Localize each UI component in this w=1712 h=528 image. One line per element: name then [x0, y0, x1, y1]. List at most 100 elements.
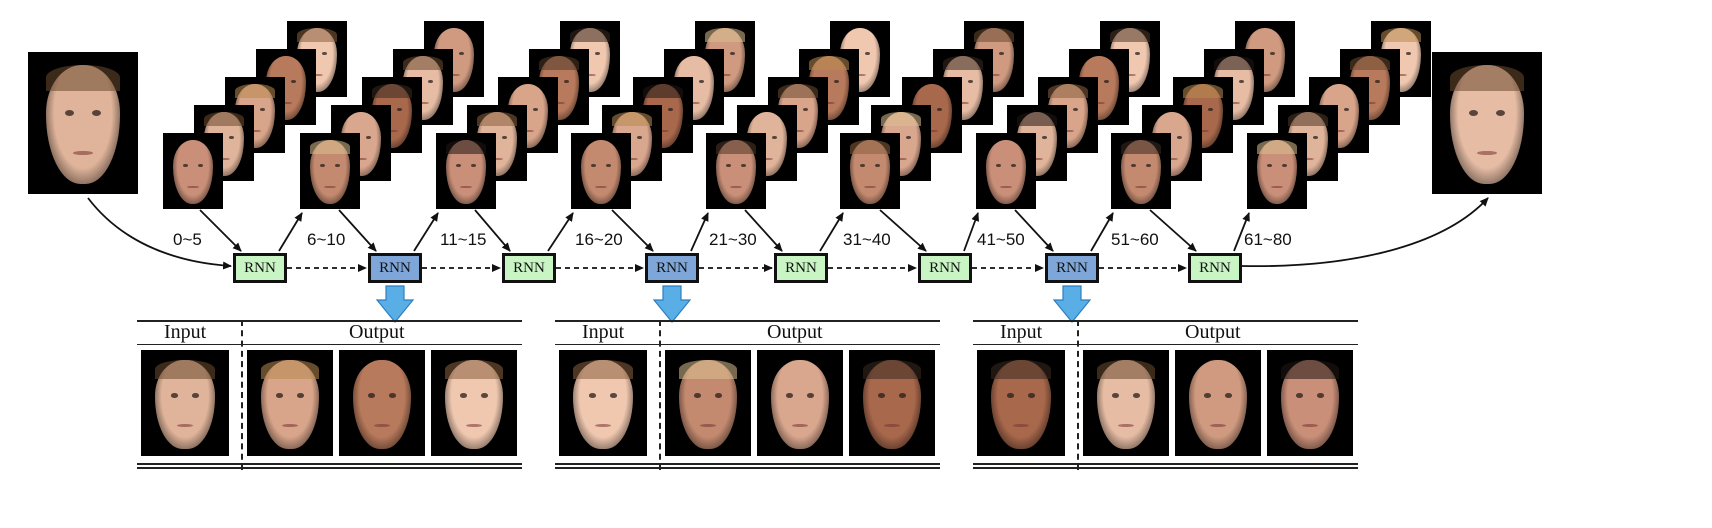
panel-top-rule — [137, 320, 522, 322]
rnn-cell: RNN — [645, 253, 699, 283]
panel-output-face-image — [849, 350, 935, 456]
face-image — [1188, 359, 1248, 449]
rnn-cell: RNN — [918, 253, 972, 283]
stack-to-rnn-arrow — [879, 209, 927, 252]
stack-to-rnn-arrow — [744, 209, 783, 252]
rnn-to-stack-arrow — [278, 212, 303, 252]
face-image — [985, 139, 1027, 204]
panel-output-face-image — [247, 350, 333, 456]
face-image — [1256, 139, 1298, 204]
rnn-cell: RNN — [368, 253, 422, 283]
output-column-header: Output — [767, 321, 823, 343]
face-image — [580, 139, 622, 204]
output-column-header: Output — [1185, 321, 1241, 343]
rnn-cell: RNN — [1045, 253, 1099, 283]
age-group-label: 51~60 — [1111, 230, 1159, 249]
panel-header-rule — [137, 344, 522, 345]
age-group-face-image — [300, 133, 360, 209]
age-group-label: 11~15 — [440, 230, 487, 249]
panel-bottom-rule — [137, 463, 522, 465]
panel-output-face-image — [757, 350, 843, 456]
rnn-cell: RNN — [1188, 253, 1242, 283]
panel-output-face-image — [1083, 350, 1169, 456]
face-image — [444, 359, 504, 449]
panel-header-rule — [973, 344, 1358, 345]
output-column-header: Output — [349, 321, 405, 343]
result-panel: Input Output — [137, 320, 522, 480]
stack-to-rnn-arrow — [338, 209, 377, 252]
face-image — [260, 359, 320, 449]
face-image — [352, 359, 412, 449]
highlight-arrow-icon — [375, 285, 415, 323]
input-arrow — [87, 197, 232, 270]
face-image — [1120, 139, 1162, 204]
panel-input-face-image — [977, 350, 1065, 456]
face-image — [1280, 359, 1340, 449]
panel-output-face-image — [1175, 350, 1261, 456]
face-image — [642, 83, 684, 148]
age-group-face-image — [1247, 133, 1307, 209]
age-group-label: 21~30 — [709, 230, 757, 249]
face-image — [1449, 64, 1525, 185]
highlight-arrow-icon — [652, 285, 692, 323]
highlight-arrow-icon — [1052, 285, 1092, 323]
rnn-to-stack-arrow — [1090, 212, 1114, 252]
face-image — [678, 359, 738, 449]
face-image — [45, 64, 121, 185]
output-face-image — [1432, 52, 1542, 194]
rnn-to-stack-arrow — [547, 212, 574, 252]
stack-to-rnn-arrow — [474, 209, 511, 252]
result-panel: Input Output — [973, 320, 1358, 480]
face-image — [172, 139, 214, 204]
age-group-face-image — [1111, 133, 1171, 209]
rnn-to-stack-arrow — [413, 212, 439, 252]
rnn-cell: RNN — [233, 253, 287, 283]
panel-top-rule — [973, 320, 1358, 322]
panel-bottom-rule — [555, 463, 940, 465]
rnn-to-stack-arrow — [690, 212, 709, 252]
rnn-cell: RNN — [774, 253, 828, 283]
age-group-label: 31~40 — [843, 230, 891, 249]
input-output-separator — [241, 320, 243, 470]
face-image — [862, 359, 922, 449]
panel-header-rule — [555, 344, 940, 345]
panel-output-face-image — [665, 350, 751, 456]
face-image — [715, 139, 757, 204]
age-group-face-image — [436, 133, 496, 209]
stack-to-rnn-arrow — [1149, 209, 1197, 252]
input-face-image — [28, 52, 138, 194]
rnn-to-stack-arrow — [1233, 212, 1250, 252]
face-image — [445, 139, 487, 204]
face-image — [770, 359, 830, 449]
panel-output-face-image — [339, 350, 425, 456]
stack-to-rnn-arrow — [199, 209, 242, 252]
face-image — [573, 359, 633, 449]
panel-input-face-image — [559, 350, 647, 456]
face-image — [849, 139, 891, 204]
panel-output-face-image — [431, 350, 517, 456]
panel-bottom-rule — [555, 467, 940, 469]
age-group-label: 41~50 — [977, 230, 1025, 249]
age-group-label: 0~5 — [173, 230, 202, 249]
panel-input-face-image — [141, 350, 229, 456]
age-group-face-image — [706, 133, 766, 209]
panel-bottom-rule — [137, 467, 522, 469]
face-image — [1096, 359, 1156, 449]
age-group-face-image — [571, 133, 631, 209]
output-arrow — [1241, 197, 1489, 268]
result-panel: Input Output — [555, 320, 940, 480]
panel-bottom-rule — [973, 467, 1358, 469]
age-group-label: 61~80 — [1244, 230, 1292, 249]
panel-output-face-image — [1267, 350, 1353, 456]
age-group-face-image — [840, 133, 900, 209]
panel-top-rule — [555, 320, 940, 322]
face-image — [991, 359, 1051, 449]
age-group-label: 6~10 — [307, 230, 346, 249]
age-group-face-image — [163, 133, 223, 209]
input-column-header: Input — [164, 321, 207, 343]
input-output-separator — [659, 320, 661, 470]
face-image — [234, 83, 276, 148]
face-image — [155, 359, 215, 449]
